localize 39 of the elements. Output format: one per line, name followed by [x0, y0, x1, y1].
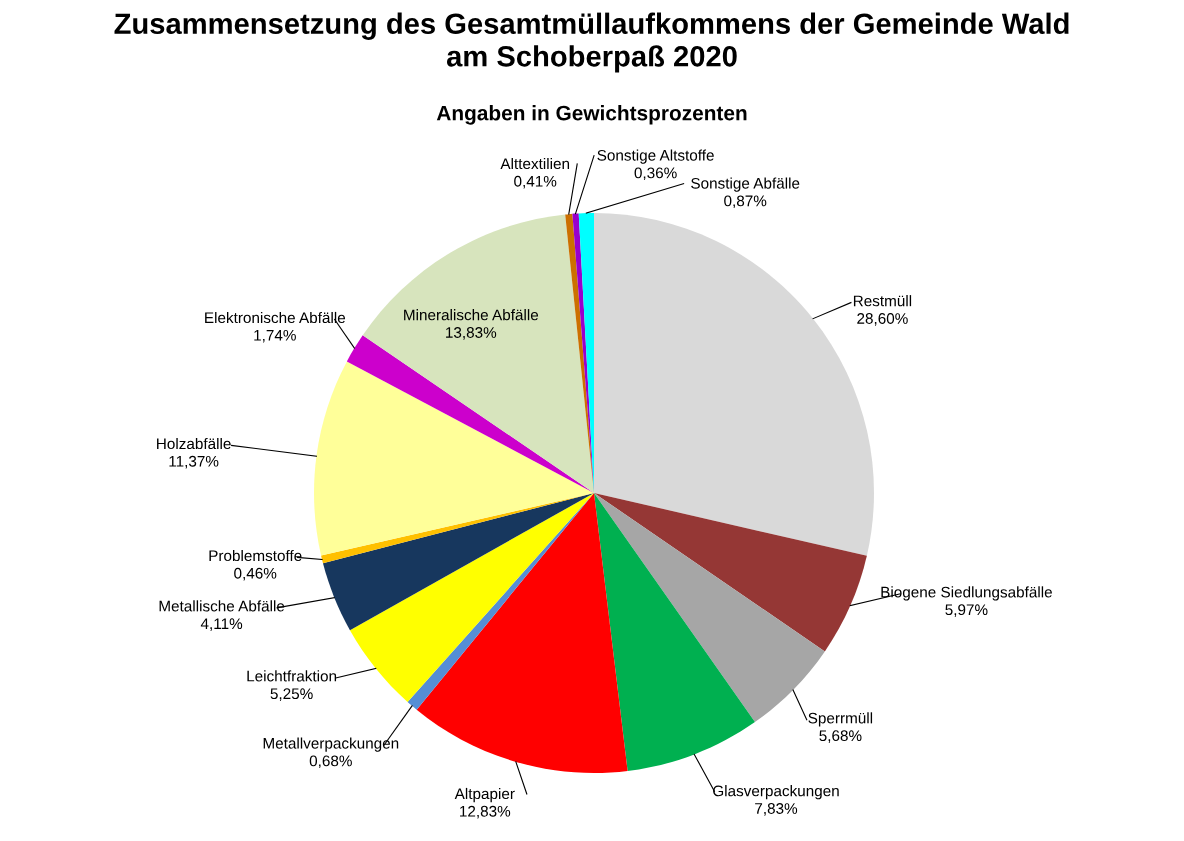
slice-label: Holzabfälle [157, 437, 231, 450]
data-label: 0,36% [634, 167, 677, 181]
slice-label: Metallische Abfälle [159, 600, 285, 612]
slice-label: Sonstige Altstoffe [597, 149, 714, 164]
pie-slice [594, 493, 867, 652]
data-label: 0,41% [514, 175, 557, 189]
pie-slice [416, 493, 628, 773]
slice-label: Problemstoffe [209, 549, 302, 562]
slice-label: Sonstige Abfälle [691, 177, 800, 192]
data-label: 0,46% [234, 567, 277, 581]
data-label: 5,68% [819, 730, 862, 743]
slice-label: Altpapier [454, 787, 515, 803]
data-label: 0,68% [309, 755, 352, 769]
slice-label: Alttextilien [500, 157, 570, 170]
pie-slice [594, 493, 755, 771]
slice-label: Metallverpackungen [263, 737, 399, 752]
pie-slice [322, 493, 594, 631]
chart-subtitle: Angaben in Gewichtsprozenten [436, 105, 747, 125]
data-label: 1,74% [254, 329, 296, 343]
data-label: 13,83% [446, 327, 497, 340]
pie-slice [314, 361, 594, 556]
chart-title: Zusammensetzung des Gesamtmüllaufkommens der Gemeinde Wald am Schoberpaß 2020 [114, 12, 1069, 73]
data-label: 5,25% [270, 688, 313, 701]
data-label: 11,37% [169, 455, 219, 469]
data-label: 5,97% [945, 604, 988, 617]
data-label: 4,11% [200, 618, 243, 631]
data-label: 0,87% [724, 195, 767, 209]
pie-slice [349, 493, 594, 702]
data-label: 28,60% [857, 313, 908, 326]
slice-label: Biogene Siedlungsabfälle [881, 586, 1052, 601]
slice-label: Restmüll [853, 295, 912, 307]
slice-label: Leichtfraktion [247, 670, 337, 682]
data-label: 7,83% [755, 803, 798, 816]
data-label: 12,83% [460, 805, 511, 819]
slice-label: Sperrmüll [808, 712, 873, 727]
slice-label: Glasverpackungen [713, 785, 839, 800]
slice-label: Mineralische Abfälle [404, 309, 539, 321]
slice-label: Elektronische Abfälle [205, 311, 346, 324]
pie-slice [362, 214, 594, 493]
